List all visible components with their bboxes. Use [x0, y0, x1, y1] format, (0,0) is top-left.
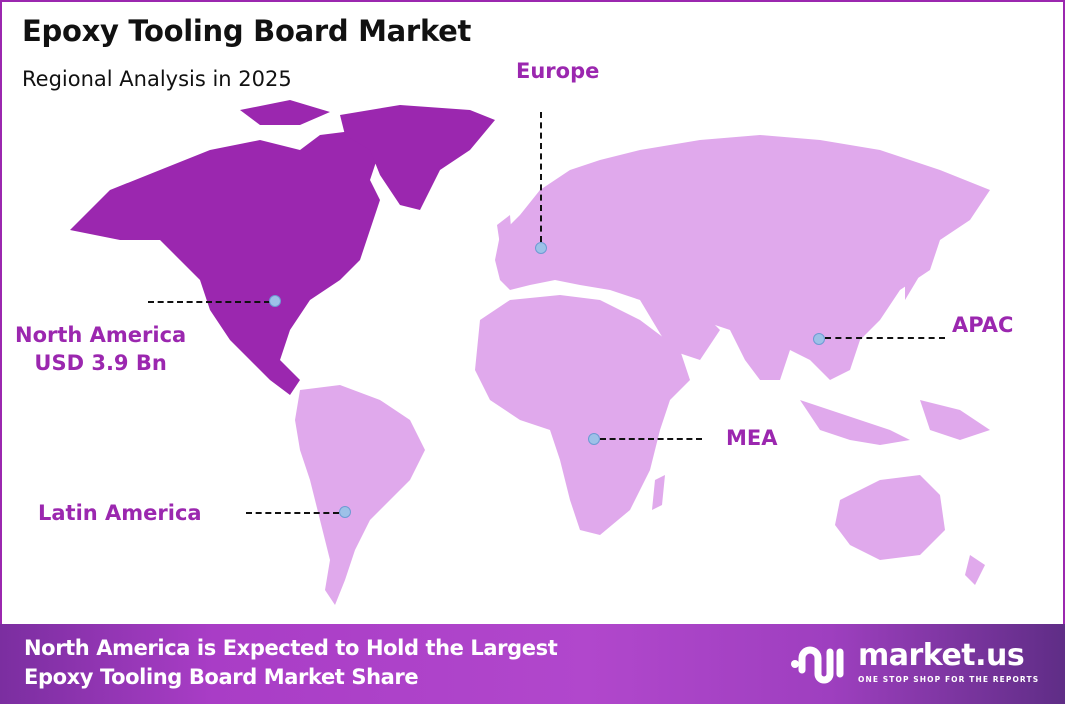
leader-line-europe [540, 112, 542, 242]
label-latin-america: Latin America [38, 501, 202, 525]
footer-banner: North America is Expected to Hold the La… [0, 624, 1065, 704]
region-mea-shape [475, 295, 690, 535]
label-north-america: North America USD 3.9 Bn [15, 321, 186, 377]
page-subtitle: Regional Analysis in 2025 [22, 67, 292, 91]
logo-tagline: ONE STOP SHOP FOR THE REPORTS [858, 675, 1040, 684]
label-mea: MEA [726, 426, 778, 450]
label-north-america-value: USD 3.9 Bn [34, 351, 167, 375]
world-map [70, 100, 990, 605]
marker-apac[interactable] [813, 333, 825, 345]
region-north-america-shape [70, 130, 380, 395]
footer-line-2: Epoxy Tooling Board Market Share [24, 665, 419, 689]
marker-latin-america[interactable] [339, 506, 351, 518]
label-europe: Europe [516, 59, 600, 83]
leader-line-apac [825, 337, 945, 339]
page-title: Epoxy Tooling Board Market [22, 14, 472, 48]
leader-line-mea [600, 438, 702, 440]
region-australia-shape [835, 475, 945, 560]
marker-europe[interactable] [535, 242, 547, 254]
region-latin-america-shape [295, 385, 425, 605]
footer-headline: North America is Expected to Hold the La… [24, 634, 558, 692]
leader-line-north-america [148, 301, 270, 303]
leader-line-latin-america [246, 512, 339, 514]
marker-mea[interactable] [588, 433, 600, 445]
label-north-america-name: North America [15, 323, 187, 347]
footer-line-1: North America is Expected to Hold the La… [24, 636, 558, 660]
logo-name: market.us [858, 638, 1025, 673]
label-apac: APAC [952, 313, 1014, 337]
marker-north-america[interactable] [269, 295, 281, 307]
region-greenland-shape [340, 105, 495, 210]
logo-mark-icon [791, 646, 844, 684]
region-europe-asia-shape [495, 135, 990, 380]
